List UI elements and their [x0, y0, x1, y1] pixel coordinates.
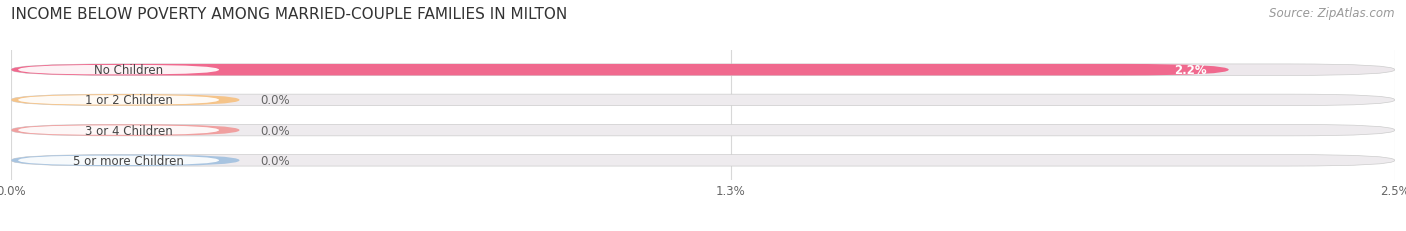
Text: 2.2%: 2.2% [1174, 64, 1206, 77]
FancyBboxPatch shape [18, 96, 219, 105]
FancyBboxPatch shape [11, 155, 239, 166]
Text: 3 or 4 Children: 3 or 4 Children [84, 124, 173, 137]
FancyBboxPatch shape [11, 65, 1395, 76]
FancyBboxPatch shape [11, 65, 1229, 76]
FancyBboxPatch shape [11, 95, 1395, 106]
Text: 0.0%: 0.0% [260, 154, 290, 167]
Text: Source: ZipAtlas.com: Source: ZipAtlas.com [1270, 7, 1395, 20]
Text: 0.0%: 0.0% [260, 124, 290, 137]
Text: No Children: No Children [94, 64, 163, 77]
FancyBboxPatch shape [18, 126, 219, 135]
FancyBboxPatch shape [18, 66, 219, 75]
FancyBboxPatch shape [11, 125, 239, 136]
Text: 1 or 2 Children: 1 or 2 Children [84, 94, 173, 107]
FancyBboxPatch shape [11, 95, 239, 106]
FancyBboxPatch shape [18, 156, 219, 165]
Text: INCOME BELOW POVERTY AMONG MARRIED-COUPLE FAMILIES IN MILTON: INCOME BELOW POVERTY AMONG MARRIED-COUPL… [11, 7, 568, 22]
FancyBboxPatch shape [11, 155, 1395, 166]
Text: 0.0%: 0.0% [260, 94, 290, 107]
FancyBboxPatch shape [11, 125, 1395, 136]
Text: 5 or more Children: 5 or more Children [73, 154, 184, 167]
